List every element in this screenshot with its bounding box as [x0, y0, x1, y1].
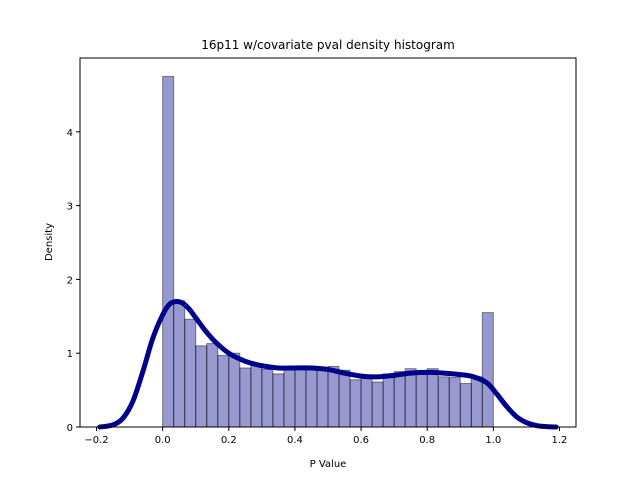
y-axis-label: Density — [44, 223, 55, 261]
histogram-bar — [382, 373, 395, 428]
x-tick-label: 0.6 — [353, 435, 369, 446]
histogram-bar — [206, 343, 219, 428]
histogram-bar — [415, 370, 428, 428]
x-tick-label: 1.0 — [485, 435, 501, 446]
histogram-bar — [338, 369, 351, 428]
histogram-bar — [184, 318, 197, 428]
histogram-bar — [371, 381, 384, 428]
histogram-bar — [272, 373, 285, 428]
histogram-bar — [239, 367, 252, 428]
histogram-bar — [261, 368, 274, 428]
histogram-bar — [316, 368, 329, 428]
histogram-bar — [404, 368, 417, 428]
histogram-bar — [360, 376, 373, 428]
histogram-bar — [481, 312, 494, 428]
histogram-bar — [305, 365, 318, 428]
x-axis-label: P Value — [310, 459, 347, 470]
x-tick-label: 0.2 — [221, 435, 237, 446]
histogram-bar — [349, 379, 362, 428]
histogram-bar — [228, 352, 241, 428]
x-tick-label: 1.2 — [552, 435, 568, 446]
y-tick-label: 1 — [67, 349, 73, 360]
histogram-bar — [437, 376, 450, 428]
y-tick-label: 3 — [67, 202, 73, 213]
histogram-bar — [162, 75, 175, 428]
histogram-bar — [283, 368, 296, 428]
x-tick-label: 0.4 — [287, 435, 303, 446]
kde-curve — [97, 298, 559, 430]
x-tick-label: −0.2 — [84, 435, 108, 446]
x-axis-ticks: −0.2 0.0 0.2 0.4 0.6 0.8 1.0 1.2 — [84, 427, 567, 446]
chart-title: 16p11 w/covariate pval density histogram — [201, 38, 455, 52]
histogram-bar — [195, 345, 208, 428]
kde-curve-group — [97, 298, 559, 430]
histogram-bar — [250, 363, 263, 428]
y-tick-label: 2 — [67, 275, 73, 286]
y-axis-ticks: 0 1 2 3 4 — [67, 128, 80, 434]
histogram-bar — [294, 368, 307, 428]
histogram-bar — [459, 382, 472, 428]
histogram-bar — [393, 371, 406, 428]
histogram-bar — [470, 376, 483, 428]
histogram-bar — [217, 354, 230, 428]
histogram-bar — [426, 368, 439, 428]
histogram-bar — [448, 377, 461, 428]
plot-area-frame — [79, 57, 577, 428]
y-tick-label: 4 — [67, 128, 73, 139]
x-tick-label: 0.8 — [419, 435, 435, 446]
x-tick-label: 0.0 — [155, 435, 171, 446]
y-tick-label: 0 — [67, 423, 73, 434]
histogram-bar — [327, 365, 340, 428]
histogram-bar — [173, 300, 186, 428]
